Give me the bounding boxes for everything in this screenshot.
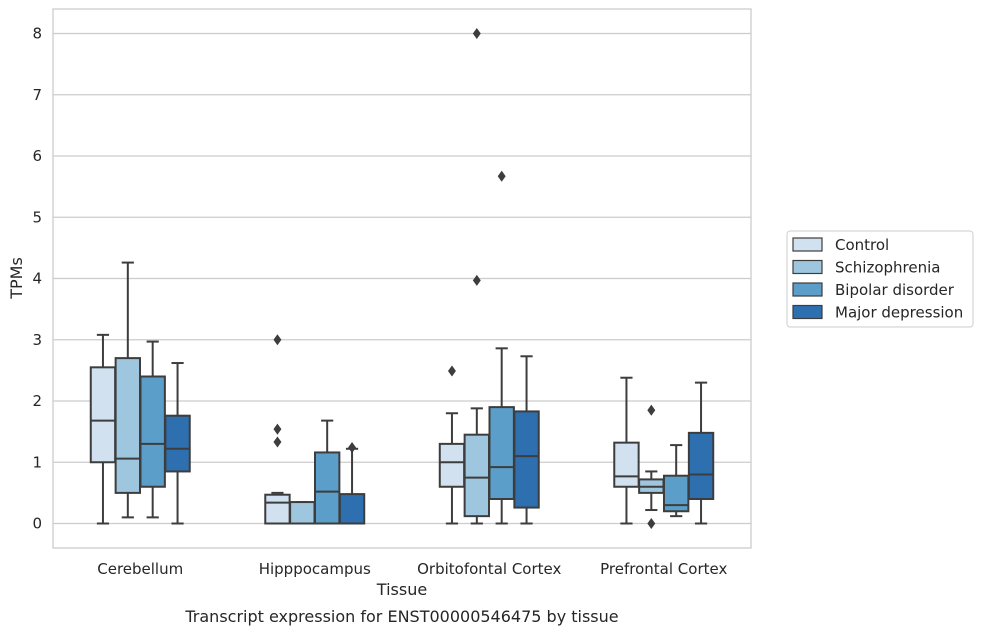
y-tick-label: 8 bbox=[32, 25, 42, 43]
series-group bbox=[164, 355, 715, 525]
x-tick-label: Orbitofontal Cortex bbox=[417, 560, 561, 578]
y-tick-label: 6 bbox=[32, 147, 42, 165]
box-glyph bbox=[264, 334, 291, 525]
y-tick-labels: 0 1 2 3 4 5 6 7 8 bbox=[32, 25, 42, 533]
outlier-marker bbox=[647, 517, 656, 530]
outlier-marker bbox=[273, 334, 282, 346]
y-tick-label: 5 bbox=[32, 208, 42, 226]
box-iqr bbox=[313, 451, 341, 525]
legend: Control Schizophrenia Bipolar disorder Majo… bbox=[786, 230, 974, 328]
legend-item: Schizophrenia bbox=[792, 259, 940, 277]
box-glyph bbox=[463, 27, 491, 525]
series-group bbox=[114, 27, 665, 530]
box-glyph bbox=[438, 365, 466, 525]
box-iqr bbox=[114, 357, 142, 494]
grid-lines bbox=[53, 32, 751, 525]
series-group bbox=[139, 170, 690, 525]
box-glyph bbox=[513, 355, 540, 525]
box-iqr bbox=[687, 431, 715, 501]
outlier-marker bbox=[447, 365, 456, 377]
x-tick-labels: Cerebellum Hipppocampus Orbitofontal Corte… bbox=[97, 560, 727, 578]
x-tick-label: Hipppocampus bbox=[259, 560, 371, 578]
box-glyph bbox=[613, 376, 640, 525]
outlier-marker bbox=[472, 274, 481, 286]
figure-caption: Transcript expression for ENST0000054647… bbox=[184, 607, 618, 626]
x-axis-title: Tissue bbox=[376, 580, 427, 599]
box-iqr bbox=[139, 375, 166, 488]
y-tick-label: 0 bbox=[32, 515, 42, 533]
outlier-marker bbox=[472, 27, 481, 40]
box-glyph bbox=[89, 333, 117, 525]
outlier-marker bbox=[348, 442, 357, 454]
box-glyph bbox=[139, 340, 166, 519]
plot-frame bbox=[52, 8, 752, 549]
box-glyph bbox=[338, 442, 366, 525]
box-groups bbox=[89, 27, 715, 530]
box-iqr bbox=[289, 501, 316, 525]
y-tick-label: 3 bbox=[32, 331, 42, 349]
box-glyph bbox=[289, 501, 316, 525]
series-group bbox=[89, 333, 640, 525]
box-iqr bbox=[463, 433, 491, 518]
box-glyph bbox=[638, 404, 665, 530]
box-iqr bbox=[488, 406, 515, 500]
y-tick-label: 4 bbox=[32, 270, 42, 288]
legend-swatch bbox=[792, 282, 823, 297]
box-iqr bbox=[164, 414, 191, 473]
outlier-marker bbox=[273, 423, 282, 435]
y-tick-label: 2 bbox=[32, 392, 42, 410]
y-tick-label: 1 bbox=[32, 453, 42, 471]
legend-swatch bbox=[792, 304, 823, 320]
legend-swatch bbox=[792, 259, 823, 275]
y-tick-label: 7 bbox=[32, 86, 42, 104]
legend-frame bbox=[786, 230, 974, 328]
legend-label: Bipolar disorder bbox=[835, 281, 955, 299]
legend-item: Major depression bbox=[792, 304, 963, 322]
x-tick-label: Cerebellum bbox=[97, 560, 183, 578]
box-glyph bbox=[114, 261, 142, 519]
y-axis-title: TPMs bbox=[7, 257, 26, 300]
box-iqr bbox=[438, 442, 466, 488]
outlier-marker bbox=[647, 404, 656, 416]
legend-label: Control bbox=[835, 236, 889, 254]
box-iqr bbox=[613, 441, 640, 488]
legend-label: Major depression bbox=[835, 304, 963, 322]
legend-item: Bipolar disorder bbox=[792, 281, 955, 299]
x-tick-label: Prefrontal Cortex bbox=[600, 560, 727, 578]
box-glyph bbox=[164, 362, 191, 525]
legend-label: Schizophrenia bbox=[835, 259, 940, 277]
box-glyph bbox=[687, 381, 715, 525]
box-glyph bbox=[313, 419, 341, 525]
box-iqr bbox=[89, 366, 117, 464]
box-iqr bbox=[513, 410, 540, 509]
legend-item: Control bbox=[792, 236, 889, 254]
outlier-marker bbox=[273, 436, 282, 448]
box-iqr bbox=[264, 493, 291, 525]
legend-swatch bbox=[792, 237, 823, 252]
box-iqr bbox=[338, 493, 366, 525]
outlier-marker bbox=[497, 170, 506, 182]
